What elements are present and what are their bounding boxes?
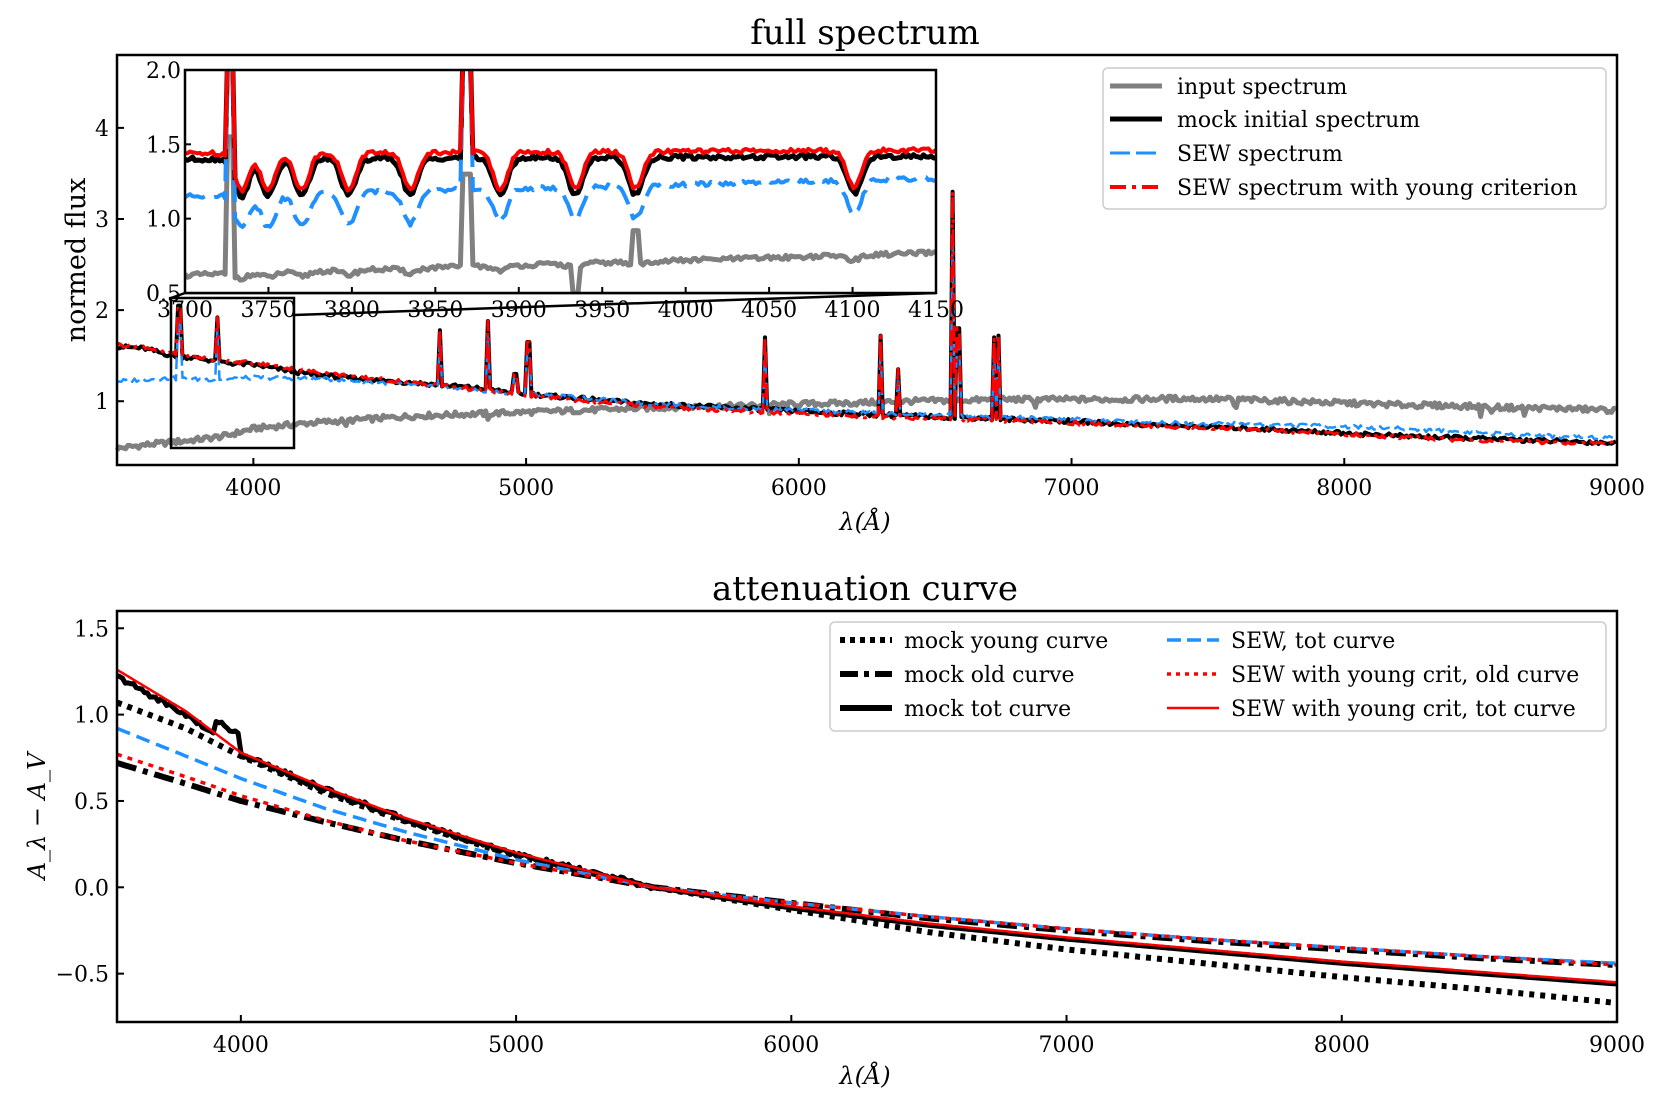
attenuation-y-label: A_λ − A_V (23, 750, 51, 881)
legend-label-sew-young-tot: SEW with young crit, tot curve (1231, 697, 1576, 722)
inset-series-input-spectrum (185, 134, 936, 293)
inset-panel: 3700 3750 3800 3850 3900 3950 4000 4050 4100 4150… (146, 59, 964, 323)
y-tick-label: −0.5 (56, 963, 109, 988)
x-tick-label: 6000 (763, 1033, 819, 1058)
series-input-spectrum (114, 393, 1617, 452)
inset-frame (183, 68, 938, 295)
full-spectrum-y-label: normed flux (61, 178, 92, 343)
y-tick-label: 4 (95, 117, 109, 142)
legend-label-sew-tot: SEW, tot curve (1231, 629, 1395, 654)
series-sew-spectrum (116, 235, 1617, 441)
attenuation-frame (115, 609, 1619, 1024)
legend-label-sew-young: SEW spectrum with young criterion (1177, 176, 1578, 201)
legend-label-sew-young-old: SEW with young crit, old curve (1231, 663, 1579, 688)
inset-series (185, 70, 936, 293)
series-sew-spectrum-with-young-criterion (115, 190, 1617, 446)
full-spectrum-panel: full spectrum 4000 5000 6000 7000 8000 9000 1… (61, 13, 1645, 536)
inset-y-tick-label: 1.5 (146, 133, 181, 158)
inset-x-tick-label: 4150 (908, 298, 964, 323)
y-tick-label: 0.5 (74, 790, 109, 815)
attenuation-series (115, 668, 1618, 1006)
attenuation-x-label: λ(Å) (838, 1061, 890, 1090)
y-tick-label: 1 (95, 390, 109, 415)
inset-x-tick-label: 3800 (324, 298, 380, 323)
x-tick-label: 5000 (488, 1033, 544, 1058)
y-tick-label: 3 (95, 208, 109, 233)
full-spectrum-frame (115, 53, 1619, 467)
x-tick-label: 8000 (1314, 1033, 1370, 1058)
inset-x-tick-label: 4050 (741, 298, 797, 323)
full-spectrum-title: full spectrum (750, 13, 979, 53)
inset-series-sew-spectrum (185, 70, 936, 229)
series-sew-with-young-crit-old-curve (116, 752, 1618, 967)
inset-x-ticks: 3700 3750 3800 3850 3900 3950 4000 4050 4100 4150 (157, 287, 964, 323)
full-spectrum-legend: input spectrum mock initial spectrum SEW… (1102, 67, 1607, 210)
inset-x-tick-label: 3950 (574, 298, 630, 323)
legend-box (1102, 67, 1607, 210)
y-tick-label: 0.0 (74, 876, 109, 901)
x-tick-label: 9000 (1589, 476, 1645, 501)
series-mock-young-curve (115, 699, 1618, 1006)
y-tick-label: 1.5 (74, 617, 109, 642)
zoom-connector-line (170, 291, 186, 300)
zoom-connector-line (293, 291, 937, 317)
series-sew-tot-curve (116, 726, 1618, 966)
legend-label-input-spectrum: input spectrum (1177, 75, 1348, 100)
legend-label-sew-spectrum: SEW spectrum (1177, 142, 1343, 167)
inset-x-tick-label: 4100 (825, 298, 881, 323)
inset-x-tick-label: 4000 (658, 298, 714, 323)
x-tick-label: 7000 (1044, 476, 1100, 501)
legend-label-mock-tot: mock tot curve (904, 697, 1071, 722)
x-tick-label: 5000 (498, 476, 554, 501)
series-sew-with-young-crit-tot-curve (116, 668, 1618, 984)
legend-label-mock-initial-spectrum: mock initial spectrum (1177, 108, 1420, 133)
inset-x-tick-label: 3700 (157, 298, 213, 323)
full-spectrum-x-ticks: 4000 5000 6000 7000 8000 9000 (225, 458, 1645, 501)
legend-label-mock-old: mock old curve (904, 663, 1075, 688)
attenuation-panel: attenuation curve 4000 5000 6000 7000 8000 90… (23, 569, 1645, 1090)
inset-x-tick-label: 3750 (240, 298, 296, 323)
x-tick-label: 6000 (771, 476, 827, 501)
attenuation-y-ticks: −0.5 0.0 0.5 1.0 1.5 (56, 617, 124, 988)
full-spectrum-x-label: λ(Å) (838, 507, 890, 536)
attenuation-title: attenuation curve (712, 569, 1018, 609)
y-tick-label: 2 (95, 299, 109, 324)
inset-x-tick-label: 3900 (491, 298, 547, 323)
x-tick-label: 7000 (1039, 1033, 1095, 1058)
full-spectrum-y-ticks: 1 2 3 4 (95, 117, 124, 415)
inset-y-tick-label: 1.0 (146, 208, 181, 233)
x-tick-label: 4000 (213, 1033, 269, 1058)
legend-box (829, 621, 1607, 732)
legend-label-mock-young: mock young curve (904, 629, 1108, 654)
x-tick-label: 4000 (225, 476, 281, 501)
attenuation-legend: mock young curve mock old curve mock tot… (829, 621, 1607, 732)
attenuation-x-ticks: 4000 5000 6000 7000 8000 9000 (213, 1015, 1645, 1058)
x-tick-label: 8000 (1316, 476, 1372, 501)
full-spectrum-series (114, 189, 1617, 452)
y-tick-label: 1.0 (74, 704, 109, 729)
inset-y-tick-label: 2.0 (146, 59, 181, 84)
zoom-region-box (169, 296, 296, 450)
x-tick-label: 9000 (1589, 1033, 1645, 1058)
inset-y-tick-label: 0.5 (146, 282, 181, 307)
series-mock-old-curve (116, 760, 1618, 968)
inset-series-sew-spectrum-with-young-criterion (185, 70, 936, 194)
inset-x-tick-label: 3850 (407, 298, 463, 323)
